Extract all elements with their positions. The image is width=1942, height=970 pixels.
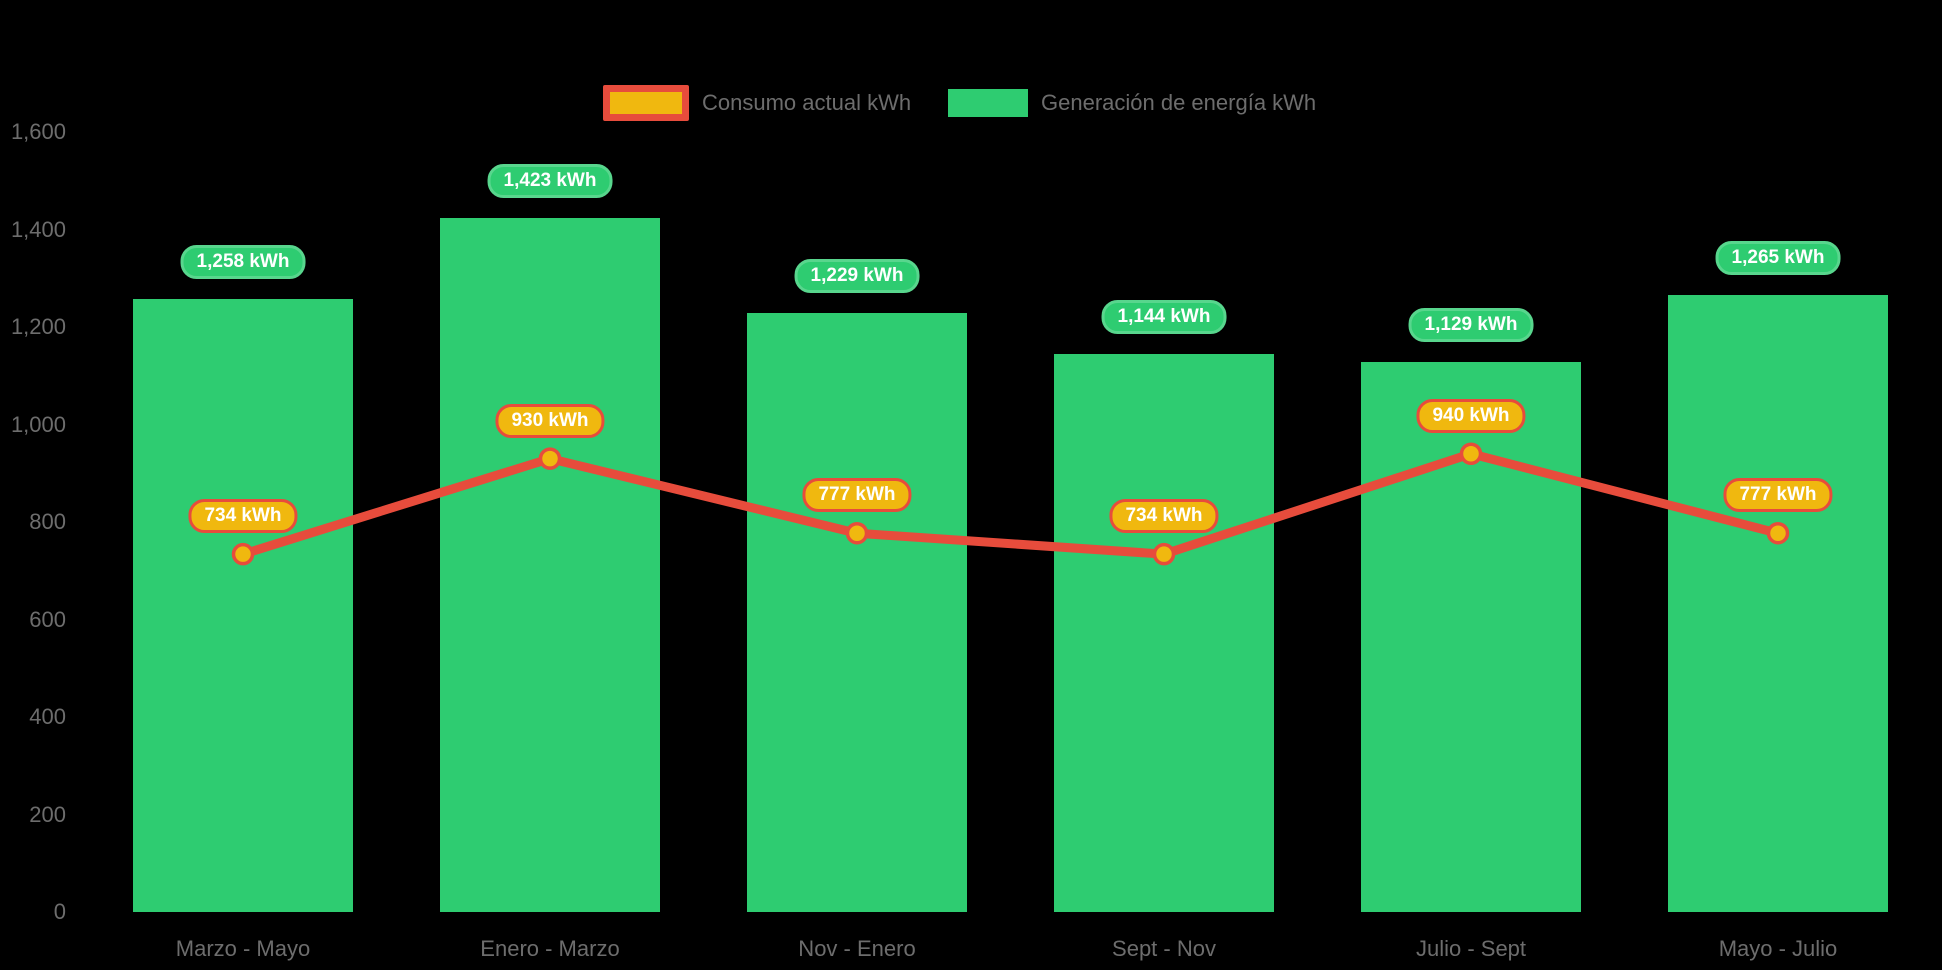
consumption-point[interactable]	[845, 521, 869, 545]
consumption-legend-swatch-icon	[603, 85, 689, 121]
generation-value-badge: 1,258 kWh	[180, 244, 306, 279]
generation-value-badge: 1,144 kWh	[1101, 300, 1227, 335]
generation-bar[interactable]	[1054, 354, 1274, 912]
x-axis-label: Marzo - Mayo	[175, 936, 311, 961]
generation-bar[interactable]	[440, 218, 660, 912]
consumption-value-badge: 777 kWh	[1723, 478, 1833, 513]
consumption-value-badge: 734 kWh	[188, 499, 298, 534]
x-axis-label: Julio - Sept	[1415, 936, 1527, 961]
consumption-point[interactable]	[1152, 542, 1176, 566]
generation-bar[interactable]	[747, 312, 967, 912]
y-axis-label: 400	[29, 704, 66, 729]
consumption-value-badge: 930 kWh	[495, 403, 605, 438]
generation-value-badge: 1,423 kWh	[487, 164, 613, 199]
legend-item-consumption[interactable]: Consumo actual kWh	[603, 80, 911, 126]
y-axis-label: 1,000	[10, 411, 66, 437]
legend-item-generation[interactable]: Generación de energía kWh	[948, 80, 1316, 126]
y-axis-label: 0	[53, 899, 66, 924]
consumption-point[interactable]	[538, 447, 562, 470]
consumption-point[interactable]	[231, 542, 255, 566]
generation-bar[interactable]	[133, 298, 353, 912]
y-axis-label: 1,600	[10, 119, 66, 144]
y-axis-label: 600	[29, 606, 66, 632]
consumption-line	[238, 449, 1783, 559]
generation-value-badge: 1,265 kWh	[1715, 241, 1841, 276]
y-axis-label: 200	[29, 801, 66, 827]
consumption-value-badge: 940 kWh	[1416, 398, 1526, 433]
generation-value-badge: 1,229 kWh	[794, 258, 920, 293]
generation-legend-swatch-icon	[948, 89, 1028, 117]
x-axis-label: Enero - Marzo	[480, 936, 620, 961]
legend-label-generation: Generación de energía kWh	[1041, 90, 1317, 115]
consumption-point[interactable]	[1766, 521, 1790, 545]
legend-label-consumption: Consumo actual kWh	[702, 90, 912, 115]
x-axis-label: Sept - Nov	[1112, 936, 1216, 961]
y-axis-label: 1,400	[10, 216, 66, 242]
generation-value-badge: 1,129 kWh	[1408, 307, 1534, 342]
x-axis-label: Nov - Enero	[798, 936, 916, 961]
generation-bar[interactable]	[1668, 295, 1888, 912]
consumption-value-badge: 777 kWh	[802, 478, 912, 513]
y-axis-label: 1,200	[10, 314, 66, 339]
x-axis-label: Mayo - Julio	[1718, 936, 1838, 961]
consumption-value-badge: 734 kWh	[1109, 499, 1219, 534]
consumption-point[interactable]	[1459, 442, 1483, 465]
y-axis-label: 800	[29, 509, 66, 534]
